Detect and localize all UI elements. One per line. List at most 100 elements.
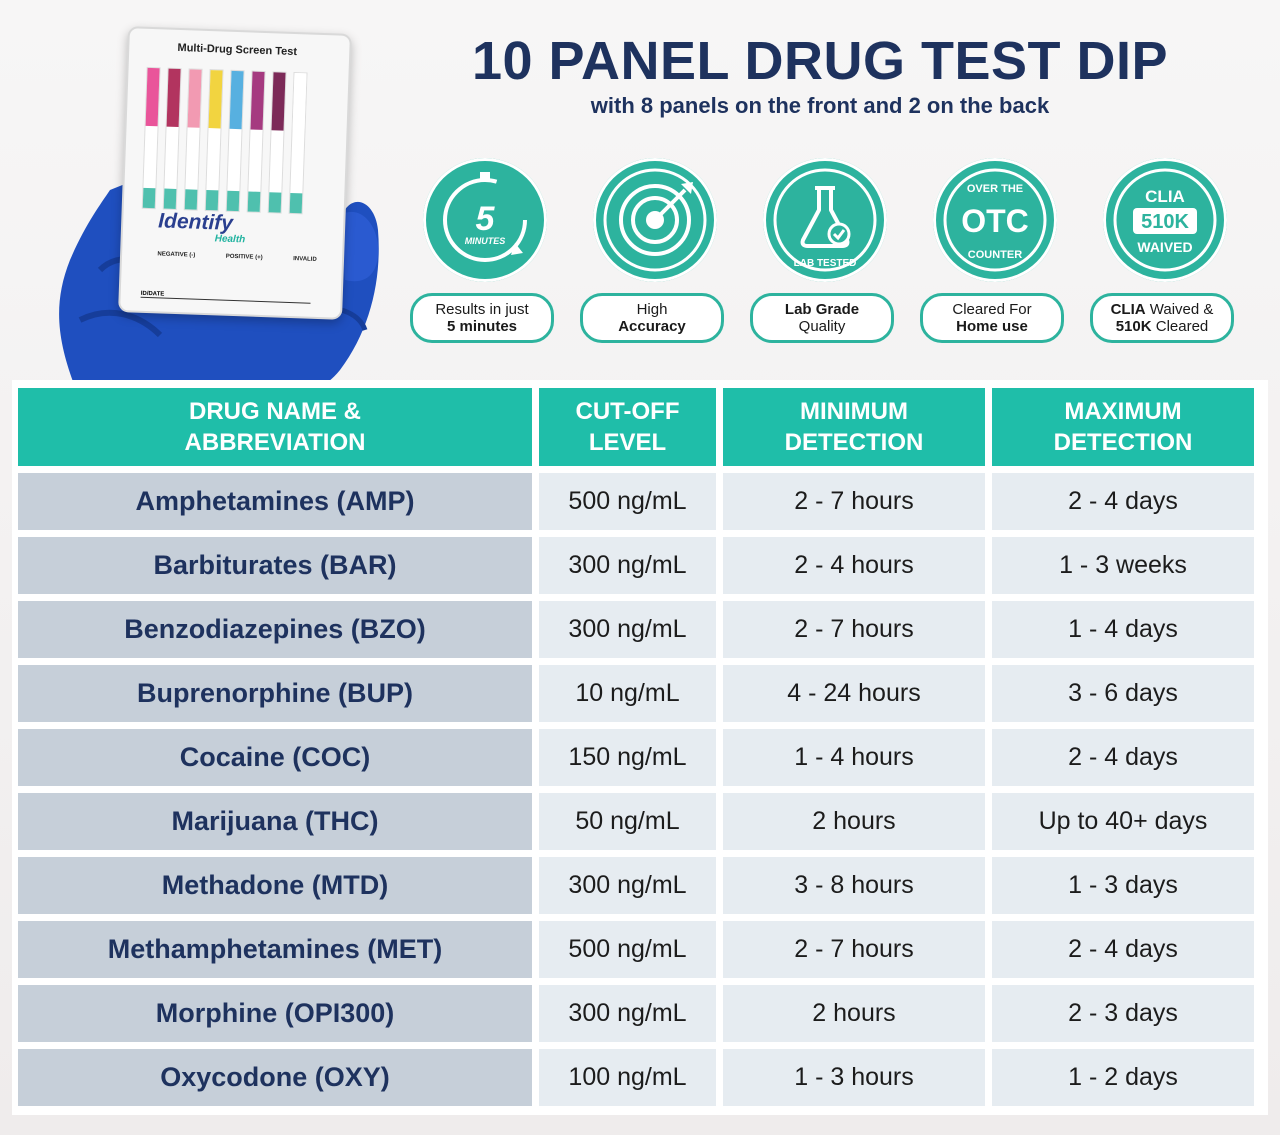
badge-text: 510K bbox=[1141, 211, 1189, 233]
table-row: Morphine (OPI300) 300 ng/mL 2 hours 2 - 3 d… bbox=[18, 985, 1254, 1042]
drug-name-cell: Marijuana (THC) bbox=[18, 793, 532, 850]
feature-pill: Lab Grade Quality bbox=[750, 293, 894, 343]
test-strip bbox=[225, 69, 245, 213]
feature-pill: Results in just 5 minutes bbox=[410, 293, 554, 343]
min-detection-cell: 2 - 7 hours bbox=[723, 601, 985, 658]
max-detection-cell: 2 - 3 days bbox=[992, 985, 1254, 1042]
drug-name-cell: Oxycodone (OXY) bbox=[18, 1049, 532, 1106]
min-detection-cell: 3 - 8 hours bbox=[723, 857, 985, 914]
pill-line1: High bbox=[636, 301, 668, 318]
brand-logo: Identify bbox=[157, 209, 234, 235]
table-row: Methadone (MTD) 300 ng/mL 3 - 8 hours 1 - 3… bbox=[18, 857, 1254, 914]
header-min-detection: MINIMUM DETECTION bbox=[723, 388, 985, 466]
pill-line2: Accuracy bbox=[618, 318, 686, 335]
pill-line1: Waived & bbox=[1145, 301, 1214, 318]
min-detection-cell: 4 - 24 hours bbox=[723, 665, 985, 722]
cutoff-cell: 300 ng/mL bbox=[539, 985, 716, 1042]
stopwatch-icon: 5 MINUTES bbox=[423, 158, 547, 282]
max-detection-cell: 1 - 3 weeks bbox=[992, 537, 1254, 594]
min-detection-cell: 1 - 4 hours bbox=[723, 729, 985, 786]
product-photo: Multi-Drug Screen Test Identify Health N… bbox=[40, 20, 420, 400]
result-invalid-label: INVALID bbox=[293, 256, 317, 263]
feature-lab-grade: LAB TESTED Lab Grade Quality bbox=[750, 158, 900, 348]
cutoff-cell: 10 ng/mL bbox=[539, 665, 716, 722]
max-detection-cell: Up to 40+ days bbox=[992, 793, 1254, 850]
badge-sub: MINUTES bbox=[465, 236, 506, 246]
pill-line1: Results in just bbox=[435, 301, 529, 318]
table-row: Buprenorphine (BUP) 10 ng/mL 4 - 24 hours 3… bbox=[18, 665, 1254, 722]
cutoff-cell: 500 ng/mL bbox=[539, 921, 716, 978]
pill-line2: 5 minutes bbox=[446, 318, 518, 335]
brand-sub: Health bbox=[214, 233, 246, 246]
table-row: Marijuana (THC) 50 ng/mL 2 hours Up to 40+ … bbox=[18, 793, 1254, 850]
table-row: Methamphetamines (MET) 500 ng/mL 2 - 7 hou… bbox=[18, 921, 1254, 978]
clia-icon: CLIA 510K WAIVED bbox=[1103, 158, 1227, 282]
pill-line1: Lab Grade bbox=[784, 301, 860, 318]
min-detection-cell: 2 hours bbox=[723, 985, 985, 1042]
detection-table: DRUG NAME & ABBREVIATION CUT-OFF LEVEL M… bbox=[12, 380, 1268, 1115]
badge-number: 5 bbox=[476, 200, 496, 238]
min-detection-cell: 2 - 4 hours bbox=[723, 537, 985, 594]
drug-name-cell: Amphetamines (AMP) bbox=[18, 473, 532, 530]
drug-name-cell: Benzodiazepines (BZO) bbox=[18, 601, 532, 658]
flask-icon: LAB TESTED bbox=[763, 158, 887, 282]
badge-sub: COUNTER bbox=[968, 249, 1022, 261]
feature-results-time: 5 MINUTES Results in just 5 minutes bbox=[410, 158, 560, 348]
min-detection-cell: 1 - 3 hours bbox=[723, 1049, 985, 1106]
pill-line1: Cleared For bbox=[952, 301, 1032, 318]
feature-pill: High Accuracy bbox=[580, 293, 724, 343]
table-header-row: DRUG NAME & ABBREVIATION CUT-OFF LEVEL M… bbox=[18, 388, 1254, 466]
min-detection-cell: 2 - 7 hours bbox=[723, 921, 985, 978]
drug-name-cell: Methadone (MTD) bbox=[18, 857, 532, 914]
result-negative-label: NEGATIVE (-) bbox=[157, 251, 196, 259]
max-detection-cell: 2 - 4 days bbox=[992, 729, 1254, 786]
feature-clia: CLIA 510K WAIVED CLIA Waived & 510K Clea… bbox=[1090, 158, 1240, 348]
test-strip bbox=[204, 69, 224, 212]
badge-sub: WAIVED bbox=[1137, 239, 1192, 255]
test-strip bbox=[267, 71, 287, 214]
pill-line2: Cleared bbox=[1151, 318, 1209, 335]
cutoff-cell: 300 ng/mL bbox=[539, 601, 716, 658]
drug-name-cell: Buprenorphine (BUP) bbox=[18, 665, 532, 722]
drug-name-cell: Methamphetamines (MET) bbox=[18, 921, 532, 978]
min-detection-cell: 2 hours bbox=[723, 793, 985, 850]
table-row: Barbiturates (BAR) 300 ng/mL 2 - 4 hours 1 … bbox=[18, 537, 1254, 594]
max-detection-cell: 1 - 2 days bbox=[992, 1049, 1254, 1106]
badge-top: CLIA bbox=[1145, 187, 1185, 206]
table-row: Amphetamines (AMP) 500 ng/mL 2 - 7 hours 2 … bbox=[18, 473, 1254, 530]
cutoff-cell: 50 ng/mL bbox=[539, 793, 716, 850]
feature-otc: OVER THE OTC COUNTER Cleared For Home us… bbox=[920, 158, 1070, 348]
drug-name-cell: Morphine (OPI300) bbox=[18, 985, 532, 1042]
test-strips bbox=[141, 66, 317, 218]
test-strip bbox=[162, 67, 182, 210]
id-date-field: ID/DATE bbox=[140, 290, 311, 304]
pill-line2-wrap: 510K Cleared bbox=[1116, 318, 1209, 335]
feature-pill: Cleared For Home use bbox=[920, 293, 1064, 343]
drug-name-cell: Cocaine (COC) bbox=[18, 729, 532, 786]
otc-icon: OVER THE OTC COUNTER bbox=[933, 158, 1057, 282]
test-card: Multi-Drug Screen Test Identify Health N… bbox=[118, 26, 352, 320]
test-strip bbox=[288, 71, 308, 215]
feature-pill: CLIA Waived & 510K Cleared bbox=[1090, 293, 1234, 343]
badge-sub: LAB TESTED bbox=[794, 258, 857, 269]
header-max-detection: MAXIMUM DETECTION bbox=[992, 388, 1254, 466]
max-detection-cell: 2 - 4 days bbox=[992, 473, 1254, 530]
table-row: Oxycodone (OXY) 100 ng/mL 1 - 3 hours 1 - 2… bbox=[18, 1049, 1254, 1106]
table-row: Cocaine (COC) 150 ng/mL 1 - 4 hours 2 - 4 d… bbox=[18, 729, 1254, 786]
pill-line1-wrap: CLIA Waived & bbox=[1111, 301, 1214, 318]
table: DRUG NAME & ABBREVIATION CUT-OFF LEVEL M… bbox=[11, 381, 1261, 1113]
pill-line1-bold: CLIA bbox=[1110, 301, 1146, 318]
pill-line2-bold: 510K bbox=[1115, 318, 1152, 335]
test-strip bbox=[141, 66, 161, 210]
cutoff-cell: 150 ng/mL bbox=[539, 729, 716, 786]
badge-text: OTC bbox=[961, 203, 1029, 239]
card-title: Multi-Drug Screen Test bbox=[177, 41, 298, 59]
cutoff-cell: 300 ng/mL bbox=[539, 857, 716, 914]
max-detection-cell: 2 - 4 days bbox=[992, 921, 1254, 978]
min-detection-cell: 2 - 7 hours bbox=[723, 473, 985, 530]
table-row: Benzodiazepines (BZO) 300 ng/mL 2 - 7 hour… bbox=[18, 601, 1254, 658]
target-icon bbox=[593, 158, 717, 282]
pill-line2: Quality bbox=[798, 318, 846, 335]
page-title: 10 PANEL DRUG TEST DIP bbox=[471, 31, 1169, 91]
max-detection-cell: 1 - 3 days bbox=[992, 857, 1254, 914]
